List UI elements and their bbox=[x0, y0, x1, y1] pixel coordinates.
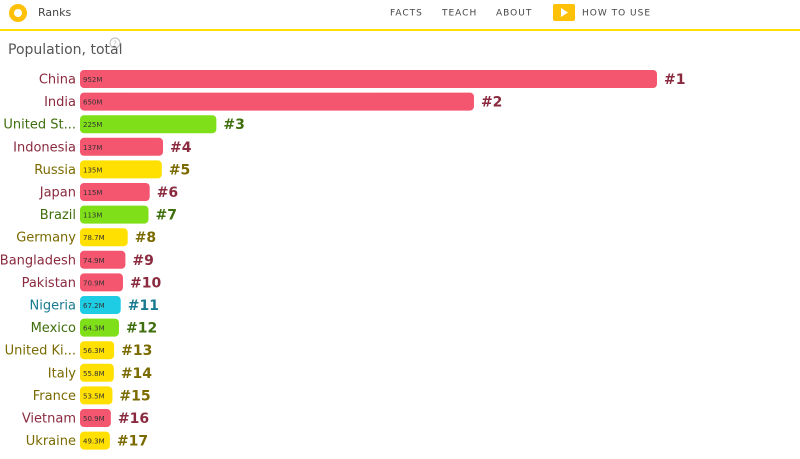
bar bbox=[80, 431, 110, 450]
bar bbox=[80, 205, 149, 224]
value-label: 64.3M bbox=[83, 325, 105, 333]
nav-link[interactable]: FACTS bbox=[390, 9, 423, 19]
bar bbox=[80, 92, 474, 111]
rank-label: #2 bbox=[481, 95, 502, 111]
rank-label: #6 bbox=[157, 185, 178, 201]
value-label: 78.7M bbox=[83, 234, 105, 242]
header bbox=[0, 0, 800, 29]
category-label: Ukraine bbox=[26, 434, 76, 449]
help-glyph: ? bbox=[113, 40, 117, 48]
category-label: Japan bbox=[39, 186, 76, 201]
nav-link[interactable]: HOW TO USE bbox=[582, 9, 651, 19]
value-label: 70.9M bbox=[83, 279, 105, 287]
nav-link[interactable]: TEACH bbox=[441, 9, 477, 19]
category-label: Bangladesh bbox=[0, 253, 76, 268]
help-icon[interactable] bbox=[109, 37, 121, 49]
brand[interactable]: Ranks bbox=[38, 6, 71, 19]
value-label: 650M bbox=[83, 99, 102, 107]
chart-title: Population, total bbox=[8, 42, 122, 58]
value-label: 225M bbox=[83, 121, 102, 129]
bar bbox=[80, 318, 119, 337]
category-label: Italy bbox=[48, 366, 77, 381]
rank-label: #5 bbox=[169, 162, 190, 178]
bar bbox=[80, 183, 150, 201]
rank-label: #8 bbox=[135, 230, 156, 246]
rank-label: #3 bbox=[223, 117, 244, 133]
category-label: China bbox=[39, 73, 76, 88]
category-label: United Ki... bbox=[5, 344, 76, 359]
nav-link[interactable]: ABOUT bbox=[496, 9, 532, 19]
logo-inner bbox=[14, 9, 22, 17]
value-label: 135M bbox=[83, 166, 102, 174]
rank-label: #1 bbox=[664, 72, 685, 88]
value-label: 137M bbox=[83, 144, 102, 152]
category-label: Indonesia bbox=[13, 140, 76, 155]
rank-label: #4 bbox=[170, 140, 192, 156]
bar bbox=[80, 160, 162, 179]
value-label: 53.5M bbox=[83, 392, 105, 400]
category-label: Brazil bbox=[40, 208, 76, 223]
bar bbox=[80, 273, 123, 292]
bar bbox=[80, 70, 657, 88]
category-label: India bbox=[44, 95, 76, 110]
rank-label: #16 bbox=[118, 411, 149, 427]
bar bbox=[80, 137, 164, 156]
category-label: Germany bbox=[16, 231, 76, 246]
header-border bbox=[0, 29, 800, 31]
rank-label: #12 bbox=[126, 321, 157, 337]
rank-label: #17 bbox=[117, 434, 148, 450]
bar bbox=[80, 250, 126, 269]
bar bbox=[80, 115, 217, 134]
play-glyph bbox=[561, 8, 568, 17]
bar bbox=[80, 296, 121, 314]
category-label: Vietnam bbox=[22, 412, 76, 427]
value-label: 67.2M bbox=[83, 302, 105, 310]
category-label: Russia bbox=[34, 163, 76, 178]
bar bbox=[80, 386, 113, 405]
rank-label: #9 bbox=[132, 253, 153, 269]
value-label: 56.3M bbox=[83, 347, 105, 355]
value-label: 55.8M bbox=[83, 370, 105, 378]
rank-label: #14 bbox=[121, 366, 152, 382]
value-label: 49.3M bbox=[83, 438, 105, 446]
category-label: Pakistan bbox=[22, 276, 76, 291]
rank-label: #10 bbox=[130, 275, 161, 291]
category-label: France bbox=[33, 389, 76, 404]
rank-label: #15 bbox=[119, 388, 150, 404]
value-label: 115M bbox=[83, 189, 102, 197]
category-label: United St... bbox=[3, 118, 76, 133]
bar bbox=[80, 341, 115, 360]
rank-label: #11 bbox=[128, 298, 159, 314]
bar bbox=[80, 409, 111, 427]
rank-label: #13 bbox=[121, 343, 152, 359]
rank-label: #7 bbox=[155, 208, 176, 224]
bar bbox=[80, 363, 114, 382]
category-label: Nigeria bbox=[29, 299, 76, 314]
value-label: 74.9M bbox=[83, 257, 105, 265]
value-label: 952M bbox=[83, 76, 102, 84]
bar bbox=[80, 228, 128, 247]
value-label: 50.9M bbox=[83, 415, 105, 423]
value-label: 113M bbox=[83, 212, 102, 220]
category-label: Mexico bbox=[31, 321, 76, 336]
